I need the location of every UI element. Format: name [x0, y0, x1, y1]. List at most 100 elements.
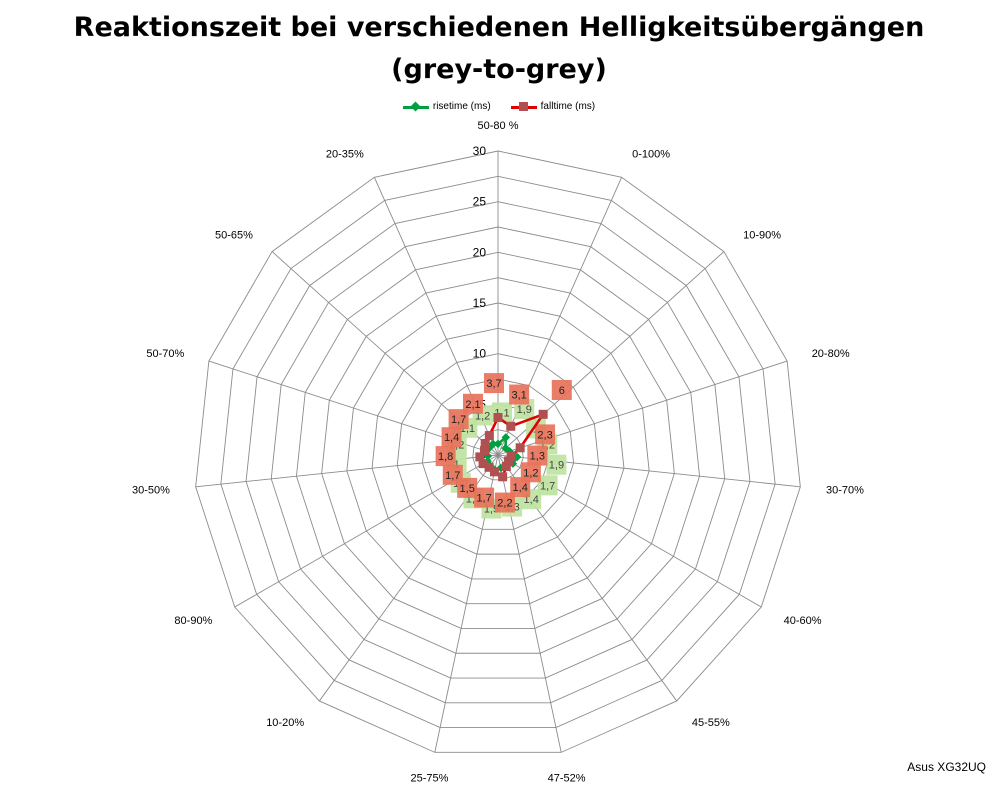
- data-label-text: 1,2: [523, 467, 538, 479]
- data-label-box: [527, 445, 548, 466]
- data-point: [488, 439, 498, 449]
- grid-ring: [321, 277, 675, 629]
- data-label: 3,1: [509, 384, 530, 405]
- data-point: [506, 421, 516, 431]
- category-label: 30-50%: [132, 484, 170, 496]
- data-point: [480, 438, 490, 448]
- grid-ring: [270, 226, 726, 679]
- data-point: [506, 451, 516, 461]
- data-label: 2,3: [535, 424, 556, 445]
- legend-item-falltime: falltime (ms): [510, 101, 596, 112]
- data-label-box: [448, 409, 469, 430]
- data-label-box: [435, 446, 456, 467]
- data-label-text: 1,5: [460, 483, 475, 495]
- tick-label: 30: [473, 144, 487, 158]
- data-point: [501, 461, 511, 471]
- data-label-box: [535, 424, 556, 445]
- data-point: [515, 443, 525, 453]
- grid-ring: [220, 175, 776, 729]
- grid-ring: [371, 327, 625, 580]
- category-label: 20-80%: [812, 348, 850, 360]
- data-point: [504, 456, 514, 466]
- data-label-box: [546, 454, 567, 475]
- data-label: 1,7: [442, 464, 463, 485]
- category-label: 50-65%: [215, 229, 253, 241]
- legend: risetime (ms) falltime (ms): [0, 101, 998, 112]
- data-label-box: [551, 379, 572, 400]
- grid-ring: [421, 378, 575, 530]
- data-label: 1,7: [448, 409, 469, 430]
- chart-subtitle: (grey-to-grey): [391, 54, 607, 85]
- category-label: 45-55%: [692, 717, 730, 729]
- data-label: 6: [551, 379, 572, 400]
- tick-label: 15: [473, 296, 487, 310]
- tick-label: 10: [473, 347, 487, 361]
- watermark: Asus XG32UQ: [907, 760, 986, 774]
- grid-ring: [295, 251, 701, 654]
- legend-label-risetime: risetime (ms): [432, 101, 491, 112]
- data-label: 1,7: [537, 475, 558, 496]
- grid-ring: [346, 302, 650, 605]
- data-label: 1,4: [441, 427, 462, 448]
- data-label-text: 1,7: [451, 414, 466, 426]
- legend-item-risetime: risetime (ms): [402, 101, 491, 112]
- data-point: [480, 446, 490, 456]
- data-label-box: [510, 477, 531, 498]
- data-label-box: [484, 373, 504, 394]
- category-label: 40-60%: [784, 615, 822, 627]
- data-label-text: 1,9: [549, 460, 564, 472]
- data-label-text: 1,8: [438, 451, 453, 463]
- data-label-text: 1,7: [540, 480, 555, 492]
- legend-falltime-swatch: [510, 101, 537, 112]
- data-label-text: 2,2: [497, 498, 512, 510]
- category-label: 25-75%: [410, 773, 448, 785]
- legend-label-falltime: falltime (ms): [540, 101, 596, 112]
- data-label: 3,7: [484, 373, 504, 394]
- data-point: [478, 459, 488, 469]
- data-label-text: 1: [454, 459, 460, 471]
- category-label: 0-100%: [632, 149, 670, 161]
- grid-ring: [245, 201, 751, 704]
- data-label-text: 1,7: [476, 493, 491, 505]
- data-label-text: 1,9: [517, 404, 532, 416]
- data-point: [501, 433, 511, 442]
- data-label-box: [537, 475, 558, 496]
- data-point: [538, 409, 548, 419]
- data-label: 1,3: [527, 445, 548, 466]
- grid-ring: [195, 150, 801, 753]
- data-point: [475, 452, 485, 462]
- data-point: [498, 472, 508, 482]
- data-label-box: [441, 427, 462, 448]
- data-label-box: [442, 464, 463, 485]
- data-label: 1,9: [546, 454, 567, 475]
- tick-label: 20: [473, 245, 487, 259]
- data-label-box: [494, 492, 515, 513]
- grid-ring: [472, 429, 524, 481]
- data-label-text: 2,3: [537, 429, 552, 441]
- category-label: 10-90%: [743, 229, 781, 241]
- data-label-text: 6: [559, 385, 565, 397]
- category-label: 47-52%: [548, 773, 586, 785]
- data-label-text: 1,4: [513, 482, 528, 494]
- category-label: 80-90%: [174, 615, 212, 627]
- category-label: 50-80 %: [478, 120, 519, 132]
- category-label: 50-70%: [146, 348, 184, 360]
- category-label: 20-35%: [326, 149, 364, 161]
- category-label: 10-20%: [266, 717, 304, 729]
- data-label: 2,1: [462, 393, 483, 414]
- grid-ring: [396, 353, 600, 555]
- data-label: 1,4: [510, 477, 531, 498]
- data-point: [489, 467, 499, 477]
- data-label-text: 1,7: [445, 470, 460, 482]
- data-point: [493, 439, 503, 449]
- data-label-text: 2,1: [465, 399, 480, 411]
- data-point: [484, 462, 494, 472]
- data-label-box: [462, 393, 483, 414]
- legend-risetime-swatch: [402, 101, 429, 112]
- data-label: 1,8: [435, 446, 456, 467]
- data-point: [484, 431, 494, 441]
- data-label-text: 3,7: [486, 378, 501, 390]
- data-label: 1,7: [474, 487, 495, 508]
- data-label-text: 1,4: [524, 494, 539, 506]
